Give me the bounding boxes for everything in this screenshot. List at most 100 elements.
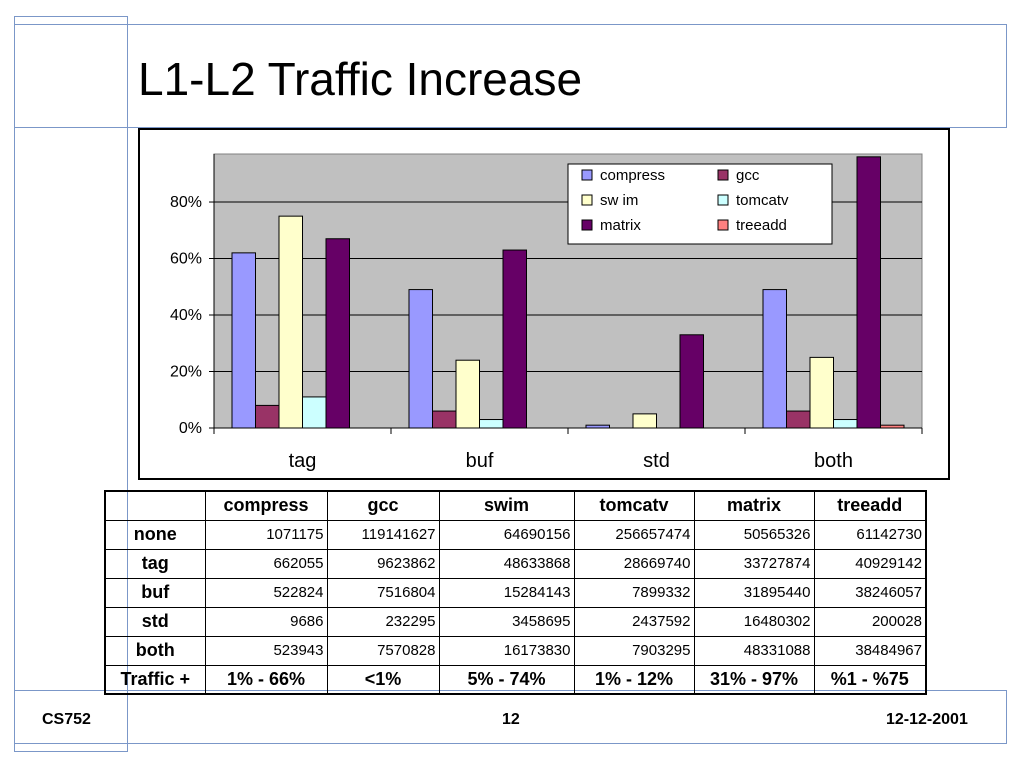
bar — [679, 334, 704, 429]
table-cell: 662055 — [204, 548, 328, 579]
traffic-row-label: Traffic + — [104, 664, 206, 695]
x-category-label: tag — [289, 450, 317, 472]
row-label: both — [104, 635, 206, 666]
legend — [567, 163, 833, 245]
bar — [856, 156, 881, 429]
traffic-cell: %1 - %75 — [813, 664, 927, 695]
table-row: std 9686 232295 3458695 2437592 16480302 20002… — [104, 606, 927, 637]
table-cell: 7570828 — [326, 635, 440, 666]
table-cell: 1071175 — [204, 519, 328, 550]
column-header: compress — [204, 490, 328, 521]
legend-swatch — [581, 169, 593, 181]
footer-course: CS752 — [42, 711, 91, 728]
column-header: gcc — [326, 490, 440, 521]
bar — [502, 249, 527, 429]
table-row: none 1071175 119141627 64690156 256657474 505… — [104, 519, 927, 550]
traffic-cell: 1% - 66% — [204, 664, 328, 695]
traffic-table: compress gcc swim tomcatv matrix treeadd… — [104, 490, 927, 695]
column-header: treeadd — [813, 490, 927, 521]
table-cell: 33727874 — [693, 548, 815, 579]
bar — [632, 413, 657, 429]
bar — [809, 356, 834, 429]
table-cell: 200028 — [813, 606, 927, 637]
bar — [786, 410, 811, 429]
table-cell: 3458695 — [438, 606, 575, 637]
footer-date: 12-12-2001 — [886, 711, 968, 728]
table-cell: 16173830 — [438, 635, 575, 666]
legend-swatch — [581, 194, 593, 206]
bar — [325, 238, 350, 429]
table-header-row: compress gcc swim tomcatv matrix treeadd — [104, 490, 927, 521]
bar — [408, 289, 433, 429]
table-cell: 2437592 — [573, 606, 695, 637]
traffic-cell: <1% — [326, 664, 440, 695]
row-label: buf — [104, 577, 206, 608]
table-cell: 38246057 — [813, 577, 927, 608]
table-cell: 48633868 — [438, 548, 575, 579]
table-cell: 16480302 — [693, 606, 815, 637]
bar — [833, 419, 858, 429]
table-cell: 40929142 — [813, 548, 927, 579]
table-cell: 15284143 — [438, 577, 575, 608]
legend-label: sw im — [600, 192, 638, 209]
y-tick-label: 40% — [170, 307, 202, 324]
bar — [432, 410, 457, 429]
traffic-cell: 1% - 12% — [573, 664, 695, 695]
table-cell: 9623862 — [326, 548, 440, 579]
bar — [762, 289, 787, 429]
table-cell: 119141627 — [326, 519, 440, 550]
legend-swatch — [717, 219, 729, 231]
legend-label: gcc — [736, 167, 760, 184]
y-tick-label: 20% — [170, 364, 202, 381]
table-corner-cell — [104, 490, 206, 521]
table-cell: 38484967 — [813, 635, 927, 666]
bar — [585, 424, 610, 429]
row-label: std — [104, 606, 206, 637]
table-cell: 522824 — [204, 577, 328, 608]
table-cell: 50565326 — [693, 519, 815, 550]
footer-page-number: 12 — [502, 711, 520, 728]
table-cell: 48331088 — [693, 635, 815, 666]
y-tick-label: 60% — [170, 251, 202, 268]
legend-label: treeadd — [736, 217, 787, 234]
row-label: tag — [104, 548, 206, 579]
legend-swatch — [717, 194, 729, 206]
chart-svg: 0% 20% 40% 60% 80% tag buf std both compress gcc sw… — [170, 153, 923, 472]
table-cell: 28669740 — [573, 548, 695, 579]
table-cell: 7903295 — [573, 635, 695, 666]
bar — [231, 252, 256, 429]
traffic-cell: 31% - 97% — [693, 664, 815, 695]
table-cell: 523943 — [204, 635, 328, 666]
table-row: both 523943 7570828 16173830 7903295 48331088… — [104, 635, 927, 666]
table-row: buf 522824 7516804 15284143 7899332 31895440 3… — [104, 577, 927, 608]
x-category-label: both — [814, 450, 853, 472]
legend-label: tomcatv — [736, 192, 789, 209]
slide-title: L1-L2 Traffic Increase — [138, 53, 583, 105]
table-cell: 64690156 — [438, 519, 575, 550]
y-tick-label: 80% — [170, 194, 202, 211]
bar — [302, 396, 327, 429]
y-tick-label: 0% — [179, 420, 202, 437]
bar — [278, 215, 303, 429]
traffic-row: Traffic +1% - 66% <1% 5% - 74% 1% - 12% 31% … — [104, 664, 927, 695]
legend-label: matrix — [600, 217, 641, 234]
table-cell: 61142730 — [813, 519, 927, 550]
bar — [479, 419, 504, 429]
table-cell: 31895440 — [693, 577, 815, 608]
table-cell: 7516804 — [326, 577, 440, 608]
row-label: none — [104, 519, 206, 550]
bar-chart: 0% 20% 40% 60% 80% tag buf std both compress gcc sw… — [138, 128, 950, 480]
column-header: tomcatv — [573, 490, 695, 521]
table-cell: 7899332 — [573, 577, 695, 608]
legend-swatch — [581, 219, 593, 231]
table-cell: 256657474 — [573, 519, 695, 550]
bar — [455, 359, 480, 429]
table-cell: 9686 — [204, 606, 328, 637]
x-category-label: std — [643, 450, 670, 472]
slide-frame-left-column — [14, 16, 128, 752]
table-cell: 232295 — [326, 606, 440, 637]
x-category-label: buf — [466, 450, 494, 472]
table-row: tag 662055 9623862 48633868 28669740 33727874… — [104, 548, 927, 579]
column-header: swim — [438, 490, 575, 521]
traffic-cell: 5% - 74% — [438, 664, 575, 695]
